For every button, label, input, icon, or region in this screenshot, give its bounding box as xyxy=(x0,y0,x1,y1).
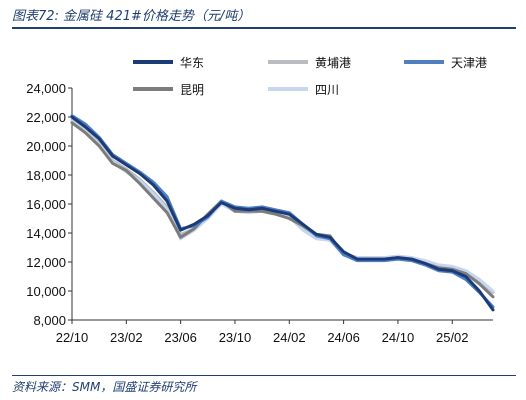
y-tick-label: 8,000 xyxy=(33,313,66,328)
x-tick-label: 25/02 xyxy=(436,330,469,345)
axes: 8,000 10,000 12,000 14,000 16,000 18,000 20,00… xyxy=(26,81,493,345)
y-tick-label: 14,000 xyxy=(26,226,66,241)
legend-label: 黄埔港 xyxy=(315,56,351,70)
x-tick-label: 24/10 xyxy=(382,330,415,345)
y-tick-label: 18,000 xyxy=(26,168,66,183)
series-lines xyxy=(70,114,495,312)
source-note: 资料来源：SMM，国盛证券研究所 xyxy=(12,380,197,394)
x-tick-label: 23/10 xyxy=(219,330,252,345)
y-tick-label: 22,000 xyxy=(26,110,66,125)
legend-label: 天津港 xyxy=(451,56,487,70)
figure-title: 图表72: 金属硅 421#价格走势（元/吨） xyxy=(12,9,251,24)
x-tick-label: 22/10 xyxy=(56,330,89,345)
legend-label: 昆明 xyxy=(180,83,204,97)
y-tick-label: 24,000 xyxy=(26,81,66,96)
title-rule xyxy=(12,27,516,29)
source-rule xyxy=(12,375,516,376)
x-tick-label: 23/06 xyxy=(164,330,197,345)
legend-label: 四川 xyxy=(315,83,339,97)
x-tick-label: 24/02 xyxy=(273,330,306,345)
legend-label: 华东 xyxy=(180,56,204,70)
y-tick-label: 10,000 xyxy=(26,284,66,299)
y-tick-label: 12,000 xyxy=(26,255,66,270)
y-tick-label: 20,000 xyxy=(26,139,66,154)
x-tick-label: 23/02 xyxy=(110,330,143,345)
y-tick-label: 16,000 xyxy=(26,197,66,212)
series-line-0 xyxy=(70,115,495,312)
x-tick-label: 24/06 xyxy=(327,330,360,345)
